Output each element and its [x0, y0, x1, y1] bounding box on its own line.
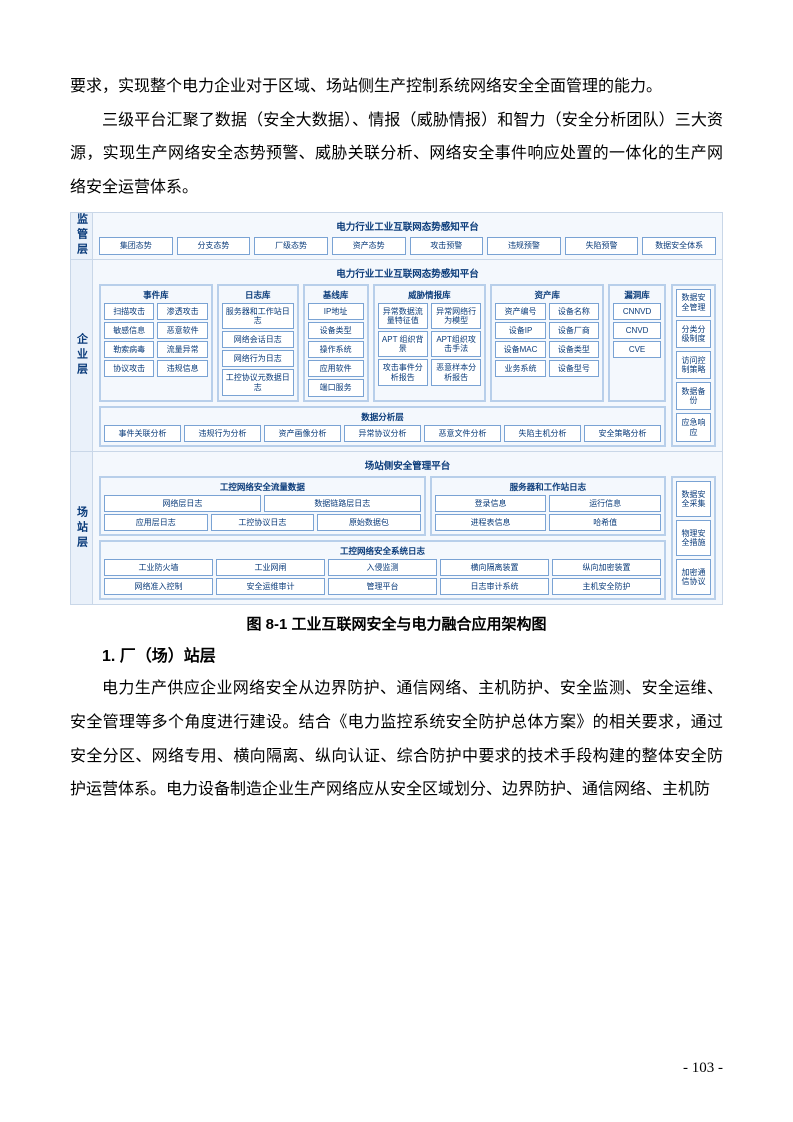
- reg-cell: 分支态势: [177, 237, 251, 254]
- enterprise-side: 数据安全管理 分类分级制度 访问控制策略 数据备份 应急响应: [671, 284, 716, 447]
- heading-1: 1. 厂（场）站层: [70, 642, 723, 666]
- station-side: 数据安全采集 物理安全措施 加密通信协议: [671, 476, 716, 601]
- platform-title-3: 场站侧安全管理平台: [99, 458, 716, 472]
- grp-vuln: 漏洞库 CNNVD CNVD CVE: [608, 284, 666, 402]
- grp-ics-syslog: 工控网络安全系统日志 工业防火墙 工业网闸 入侵监测 横向隔离装置 纵向加密装置…: [99, 540, 666, 600]
- layer-label-enterprise: 企业层: [71, 260, 93, 451]
- figure-caption: 图 8-1 工业互联网安全与电力融合应用架构图: [70, 613, 723, 634]
- platform-title-2: 电力行业工业互联网态势感知平台: [99, 266, 716, 280]
- grp-baseline: 基线库 IP地址 设备类型 操作系统 应用软件 端口服务: [303, 284, 369, 402]
- reg-cell: 资产态势: [332, 237, 406, 254]
- layer-label-regulation: 监管层: [71, 213, 93, 258]
- page-number: - 103 -: [683, 1060, 723, 1077]
- paragraph-3: 电力生产供应企业网络安全从边界防护、通信网络、主机防护、安全监测、安全运维、安全…: [70, 672, 723, 806]
- grp-event: 事件库 扫描攻击渗透攻击 敏感信息恶意软件 勒索病毒流量异常 协议攻击违规信息: [99, 284, 213, 402]
- layer-regulation: 监管层 电力行业工业互联网态势感知平台 集团态势 分支态势 厂级态势 资产态势 …: [71, 213, 722, 259]
- platform-title-1: 电力行业工业互联网态势感知平台: [99, 219, 716, 233]
- paragraph-1: 要求，实现整个电力企业对于区域、场站侧生产控制系统网络安全全面管理的能力。: [70, 70, 723, 104]
- reg-cell: 数据安全体系: [642, 237, 716, 254]
- grp-threat: 威胁情报库 异常数据流量特征值异常网络行为模型 APT 组织背景APT组织攻击手…: [373, 284, 487, 402]
- layer-label-station: 场站层: [71, 452, 93, 605]
- grp-asset: 资产库 资产编号设备名称 设备IP设备厂商 设备MAC设备类型 业务系统设备型号: [490, 284, 604, 402]
- reg-cell: 厂级态势: [254, 237, 328, 254]
- reg-cell: 集团态势: [99, 237, 173, 254]
- paragraph-2: 三级平台汇聚了数据（安全大数据）、情报（威胁情报）和智力（安全分析团队）三大资源…: [70, 104, 723, 205]
- reg-cell: 违规预警: [487, 237, 561, 254]
- grp-log: 日志库 服务器和工作站日志 网络会话日志 网络行为日志 工控协议元数据日志: [217, 284, 299, 402]
- grp-data-analysis: 数据分析层 事件关联分析 违规行为分析 资产画像分析 异常协议分析 恶意文件分析…: [99, 406, 666, 447]
- grp-flow-data: 工控网络安全流量数据 网络层日志数据链路层日志 应用层日志工控协议日志原始数据包: [99, 476, 426, 536]
- grp-server-log: 服务器和工作站日志 登录信息运行信息 进程表信息哈希值: [430, 476, 666, 536]
- layer-enterprise: 企业层 电力行业工业互联网态势感知平台 事件库 扫描攻击渗透攻击 敏感信息恶意软…: [71, 260, 722, 452]
- reg-cell: 攻击预警: [410, 237, 484, 254]
- layer-station: 场站层 场站侧安全管理平台 工控网络安全流量数据 网络层日志数据链路层日志 应用…: [71, 452, 722, 605]
- architecture-diagram: 监管层 电力行业工业互联网态势感知平台 集团态势 分支态势 厂级态势 资产态势 …: [70, 212, 723, 605]
- reg-cell: 失陷预警: [565, 237, 639, 254]
